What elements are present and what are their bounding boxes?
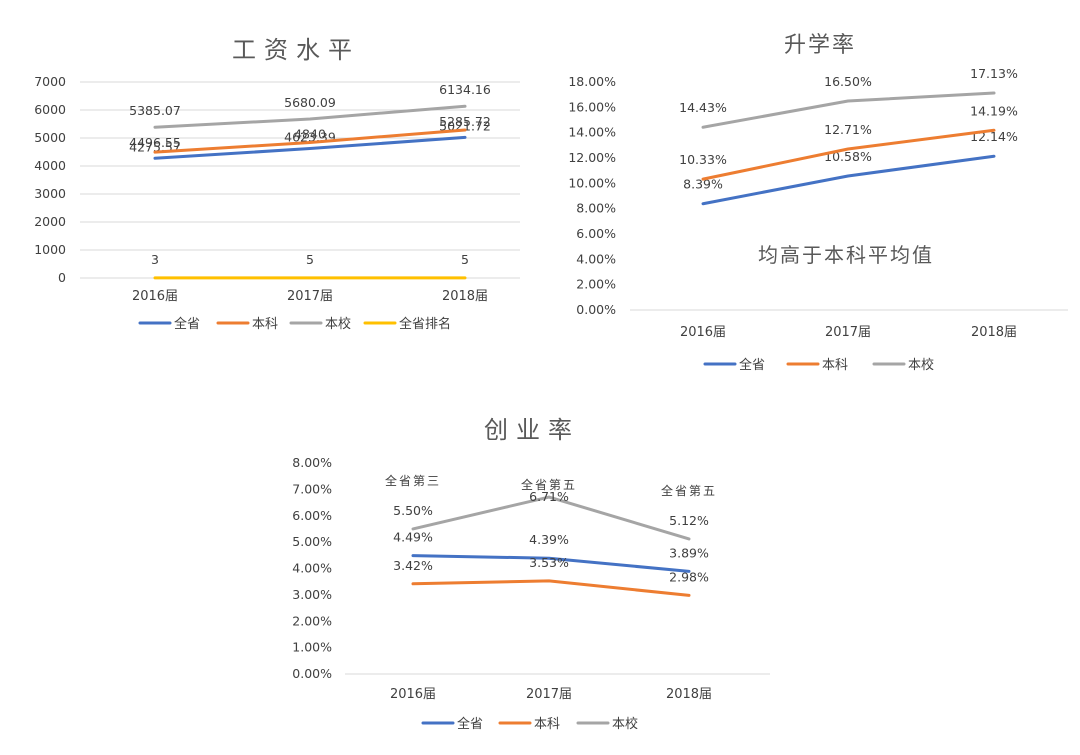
y-tick-label: 0.00% <box>576 302 616 317</box>
legend-label: 本校 <box>908 357 934 373</box>
y-tick-label: 8.00% <box>576 201 616 216</box>
data-label: 8.39% <box>683 177 723 192</box>
chart-title: 创业率 <box>484 416 580 444</box>
y-tick-label: 2000 <box>34 214 66 229</box>
chart-title: 工资水平 <box>232 36 360 64</box>
y-tick-label: 6.00% <box>292 508 332 523</box>
y-tick-label: 12.00% <box>568 150 616 165</box>
rank-annotation: 全省第三 <box>385 473 441 488</box>
series-line-2 <box>701 91 996 129</box>
data-label: 12.71% <box>824 122 872 137</box>
data-label: 5.12% <box>669 513 709 528</box>
data-label: 5385.07 <box>129 103 181 118</box>
chart-wages: 工资水平 0 1000 2000 3000 4000 5000 6000 7000 2016届 20… <box>34 36 520 332</box>
data-label: 4496.55 <box>129 135 181 150</box>
y-tick-label: 2.00% <box>292 613 332 628</box>
legend-label: 本科 <box>822 358 848 373</box>
y-tick-label: 4.00% <box>292 561 332 576</box>
data-label: 4840 <box>294 126 326 141</box>
chart-further-study: 升学率 0.00% 2.00% 4.00% 6.00% 8.00% 10.00% 12.00%… <box>568 33 1068 373</box>
legend-label: 全省 <box>739 357 765 373</box>
x-tick-label: 2017届 <box>526 687 572 702</box>
data-label: 5.50% <box>393 503 433 518</box>
x-tick-label: 2016届 <box>390 687 436 702</box>
data-label: 2.98% <box>669 569 709 584</box>
data-label: 4.39% <box>529 532 569 547</box>
data-label: 5 <box>461 252 469 267</box>
data-label: 6.71% <box>529 489 569 504</box>
x-tick-label: 2016届 <box>132 289 178 304</box>
legend-label: 全省排名 <box>399 316 451 332</box>
chart-annotation: 均高于本科平均值 <box>758 243 934 267</box>
data-label: 5285.72 <box>439 114 491 129</box>
rank-annotation: 全省第五 <box>521 477 577 492</box>
data-label: 5 <box>306 252 314 267</box>
series-line-0 <box>701 154 996 206</box>
data-label: 6134.16 <box>439 82 491 97</box>
series-line-1 <box>701 128 996 181</box>
y-tick-label: 8.00% <box>292 455 332 470</box>
y-tick-label: 5.00% <box>292 534 332 549</box>
legend-label: 全省 <box>457 716 483 732</box>
data-label: 3.42% <box>393 558 433 573</box>
data-label: 17.13% <box>970 66 1018 81</box>
data-label: 3 <box>151 252 159 267</box>
y-tick-label: 14.00% <box>568 125 616 140</box>
y-tick-label: 1000 <box>34 242 66 257</box>
x-tick-label: 2018届 <box>971 325 1017 340</box>
y-tick-label: 3000 <box>34 186 66 201</box>
x-tick-label: 2017届 <box>287 289 333 304</box>
y-tick-label: 7.00% <box>292 481 332 496</box>
y-tick-label: 5000 <box>34 130 66 145</box>
data-label: 4.49% <box>393 530 433 545</box>
data-label: 3.89% <box>669 545 709 560</box>
data-label: 14.19% <box>970 103 1018 118</box>
x-tick-label: 2018届 <box>666 687 712 702</box>
data-label: 10.33% <box>679 152 727 167</box>
legend-label: 全省 <box>174 316 200 332</box>
y-tick-label: 0 <box>58 270 66 285</box>
y-tick-label: 2.00% <box>576 277 616 292</box>
legend-label: 本科 <box>252 317 278 332</box>
x-tick-label: 2018届 <box>442 289 488 304</box>
legend-label: 本科 <box>534 717 560 732</box>
chart-title: 升学率 <box>784 33 856 58</box>
y-tick-label: 6.00% <box>576 226 616 241</box>
x-tick-label: 2016届 <box>680 325 726 340</box>
legend-label: 本校 <box>612 716 638 732</box>
y-tick-label: 7000 <box>34 74 66 89</box>
y-tick-label: 16.00% <box>568 99 616 114</box>
y-tick-label: 6000 <box>34 102 66 117</box>
legend-label: 本校 <box>325 316 351 332</box>
series-line-2 <box>411 495 691 541</box>
y-tick-label: 0.00% <box>292 666 332 681</box>
series-line-0 <box>411 554 691 573</box>
data-label: 14.43% <box>679 100 727 115</box>
data-label: 5680.09 <box>284 95 336 110</box>
chart-entrepreneurship: 创业率 0.00% 1.00% 2.00% 3.00% 4.00% 5.00% 6.00% 7.… <box>292 416 770 732</box>
y-tick-label: 3.00% <box>292 587 332 602</box>
series-line-2 <box>153 104 467 129</box>
y-tick-label: 1.00% <box>292 640 332 655</box>
y-tick-label: 18.00% <box>568 74 616 89</box>
x-tick-label: 2017届 <box>825 325 871 340</box>
series-line-0 <box>153 135 467 160</box>
series-line-1 <box>411 579 691 597</box>
y-tick-label: 10.00% <box>568 175 616 190</box>
series-line-1 <box>153 128 467 154</box>
data-label: 3.53% <box>529 555 569 570</box>
data-label: 16.50% <box>824 74 872 89</box>
rank-annotation: 全省第五 <box>661 483 717 498</box>
y-tick-label: 4000 <box>34 158 66 173</box>
y-tick-label: 4.00% <box>576 251 616 266</box>
